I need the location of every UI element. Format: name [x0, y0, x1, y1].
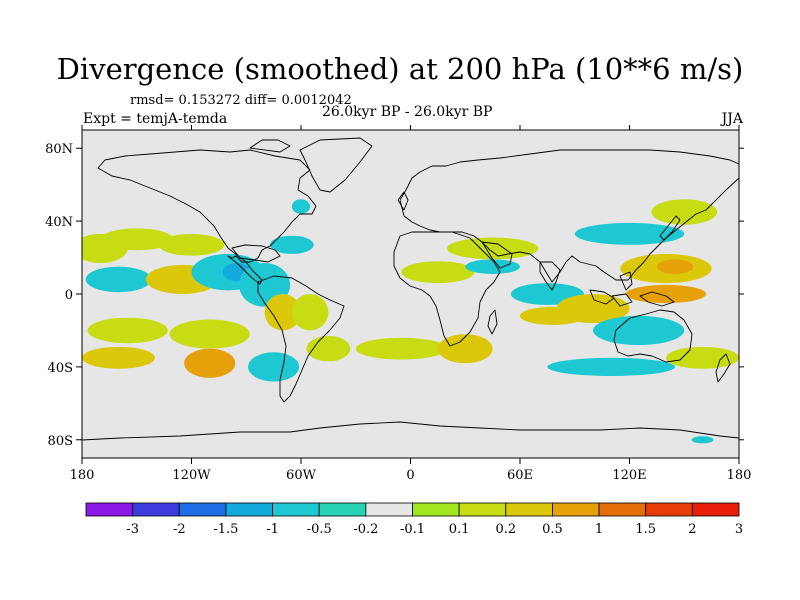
- colorbar-swatch: [598, 502, 647, 517]
- anomaly-region: [465, 259, 520, 274]
- anomaly-region: [291, 294, 329, 331]
- x-tick-label: 180: [727, 468, 752, 483]
- coastlines: [82, 137, 739, 441]
- colorbar-label: -3: [126, 522, 139, 537]
- anomaly-region: [82, 346, 155, 369]
- anomaly-region: [100, 228, 174, 251]
- y-tick-label: 0: [65, 288, 73, 303]
- x-tick-label: 120W: [172, 468, 211, 483]
- chart-title: Divergence (smoothed) at 200 hPa (10**6 …: [56, 52, 744, 86]
- colorbar-label: 3: [735, 522, 743, 537]
- colorbar-swatch: [691, 502, 740, 517]
- anomaly-region: [691, 436, 714, 444]
- y-tick-label: 40S: [48, 361, 73, 376]
- period-label: 26.0kyr BP - 26.0kyr BP: [322, 104, 493, 120]
- colorbar: -3 -2 -1.5 -1 -0.5 -0.2 -0.1 0.1 0.2 0.5 1 1.5 2 3: [85, 502, 743, 537]
- colorbar-swatch: [272, 502, 320, 517]
- colorbar-label: 1.5: [635, 522, 656, 537]
- anomaly-region: [401, 261, 475, 284]
- x-tick-label: 60W: [286, 468, 317, 483]
- anomaly-region: [651, 199, 718, 225]
- anomaly-region: [625, 284, 707, 304]
- anomaly-region: [593, 315, 685, 346]
- anomaly-region: [169, 319, 250, 349]
- x-tick-label: 0: [406, 468, 414, 483]
- x-tick-label: 60E: [507, 468, 533, 483]
- colorbar-label: -2: [173, 522, 186, 537]
- anomaly-region: [291, 199, 311, 214]
- colorbar-label: 0.2: [495, 522, 516, 537]
- x-tick-label: 180: [70, 468, 95, 483]
- x-tick-label: 120E: [612, 468, 646, 483]
- colorbar-label: 0.5: [542, 522, 563, 537]
- anomaly-region: [264, 294, 301, 331]
- anomaly-region: [184, 348, 236, 378]
- y-tick-label: 80S: [48, 434, 73, 449]
- colorbar-label: -0.2: [353, 522, 378, 537]
- anomaly-region: [355, 337, 447, 360]
- anomaly-region: [87, 317, 168, 344]
- stats-line: rmsd= 0.153272 diff= 0.0012042: [130, 93, 352, 108]
- anomaly-region: [666, 346, 739, 369]
- colorbar-swatch: [552, 502, 600, 517]
- anomaly-region: [447, 237, 539, 260]
- colorbar-swatch: [318, 502, 367, 517]
- anomaly-region: [269, 235, 314, 254]
- colorbar-swatch: [365, 502, 413, 517]
- colorbar-swatch: [225, 502, 273, 517]
- colorbar-label: -1.5: [213, 522, 238, 537]
- anomaly-region: [437, 334, 493, 364]
- colorbar-swatch: [458, 502, 507, 517]
- colorbar-swatch: [412, 502, 460, 517]
- anomaly-region: [85, 266, 152, 293]
- map-axes: 180 120W 60W 0 60E 120E 180 80N 40N 0 40S 80S: [45, 125, 751, 483]
- colorbar-label: -1: [266, 522, 279, 537]
- colorbar-label: 2: [688, 522, 696, 537]
- anomaly-region: [248, 352, 300, 382]
- colorbar-swatch: [645, 502, 693, 517]
- colorbar-swatch: [178, 502, 227, 517]
- colorbar-swatch: [505, 502, 553, 517]
- anomaly-region: [158, 233, 225, 256]
- colorbar-label: 0.1: [449, 522, 470, 537]
- anomaly-region: [556, 294, 630, 324]
- season-label: JJA: [721, 111, 743, 127]
- y-tick-label: 40N: [45, 215, 73, 230]
- y-tick-label: 80N: [45, 142, 73, 157]
- experiment-label: Expt = temjA-temda: [83, 111, 228, 127]
- colorbar-swatch: [132, 502, 180, 517]
- colorbar-label: -0.1: [400, 522, 425, 537]
- colorbar-swatch: [85, 502, 134, 517]
- colorbar-label: -0.5: [307, 522, 332, 537]
- anomaly-region: [574, 222, 685, 245]
- colorbar-label: 1: [595, 522, 603, 537]
- anomaly-region: [547, 357, 676, 376]
- anomaly-region: [656, 259, 694, 274]
